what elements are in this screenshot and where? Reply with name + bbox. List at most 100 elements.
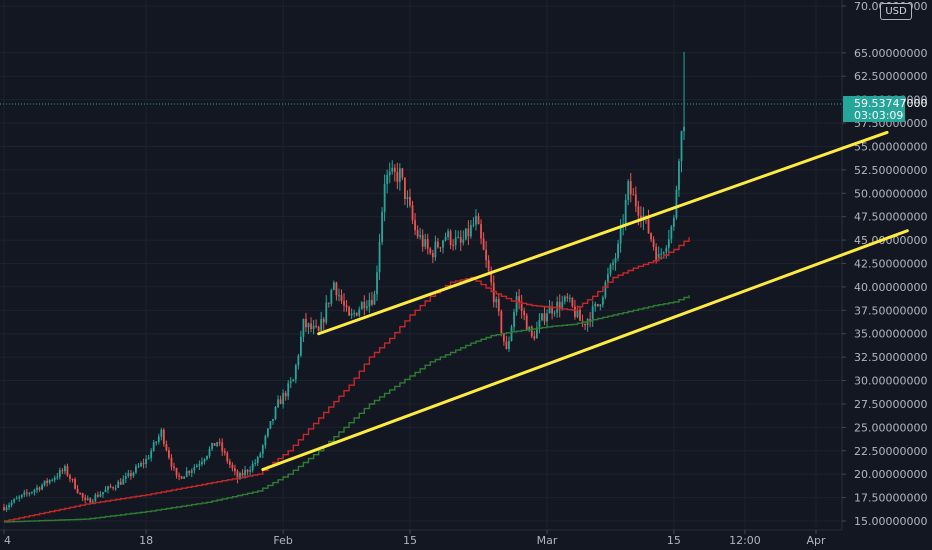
candle-body xyxy=(368,300,371,307)
candle-body xyxy=(576,309,579,318)
candle-body xyxy=(617,243,619,258)
candle-body xyxy=(411,205,414,221)
candle-body xyxy=(502,333,505,342)
candle-body xyxy=(426,239,429,249)
candle-body xyxy=(168,450,170,458)
candle-body xyxy=(467,228,470,237)
candle-body xyxy=(373,294,376,305)
candle-body xyxy=(360,302,363,310)
candle-body xyxy=(175,467,178,476)
candle-body xyxy=(104,489,107,493)
candle-body xyxy=(8,505,10,508)
candle-body xyxy=(553,312,556,314)
candle-body xyxy=(584,323,586,326)
candle-body xyxy=(320,319,323,331)
candle-body xyxy=(71,478,74,480)
candle-body xyxy=(256,457,259,463)
candle-body xyxy=(520,301,523,311)
y-tick-label: 32.50000000 xyxy=(854,351,927,364)
candle-body xyxy=(343,300,345,306)
candle-body xyxy=(267,428,269,437)
candle-body xyxy=(434,241,437,258)
candle-body xyxy=(574,306,576,318)
candle-body xyxy=(64,466,66,472)
candle-body xyxy=(510,326,513,341)
candle-body xyxy=(505,341,508,349)
candle-body xyxy=(330,289,333,304)
y-tick-label: 30.00000000 xyxy=(854,375,927,388)
x-tick-label: 4 xyxy=(4,534,11,547)
candle-body xyxy=(500,311,503,334)
candles xyxy=(3,51,685,512)
candle-body xyxy=(551,306,553,314)
y-tick-label: 27.50000000 xyxy=(854,398,927,411)
trendline-lower[interactable] xyxy=(261,229,909,471)
candle-body xyxy=(157,436,160,442)
candle-body xyxy=(670,226,673,240)
y-tick-label: 22.50000000 xyxy=(854,445,927,458)
candle-body xyxy=(315,325,318,327)
candle-body xyxy=(119,481,122,485)
candle-body xyxy=(667,239,670,248)
candle-body xyxy=(58,470,61,477)
y-tick-label: 42.50000000 xyxy=(854,258,927,271)
candle-body xyxy=(386,175,389,184)
candle-body xyxy=(388,171,391,176)
candle-body xyxy=(208,448,211,456)
candle-body xyxy=(490,271,493,283)
candle-body xyxy=(170,457,173,467)
candle-body xyxy=(317,326,320,331)
y-tick-label: 35.00000000 xyxy=(854,328,927,341)
candle-body xyxy=(680,131,683,162)
candle-body xyxy=(414,220,416,231)
candle-body xyxy=(91,501,94,503)
candle-body xyxy=(251,463,254,471)
y-tick-label: 55.00000000 xyxy=(854,140,927,153)
candle-body xyxy=(203,459,206,462)
candle-body xyxy=(160,429,163,437)
candle-body xyxy=(470,225,472,237)
candle-body xyxy=(259,453,262,458)
candle-body xyxy=(61,470,64,472)
grid xyxy=(0,0,842,530)
trendline-upper[interactable] xyxy=(317,130,889,336)
candle-body xyxy=(487,260,490,272)
candle-body xyxy=(312,325,315,330)
x-tick-label: Mar xyxy=(537,534,558,547)
candle-body xyxy=(568,297,571,299)
candle-body xyxy=(89,498,92,503)
candle-body xyxy=(56,476,59,478)
candle-body xyxy=(381,211,383,243)
currency-button[interactable]: USD xyxy=(880,3,912,20)
candle-body xyxy=(508,340,510,349)
candle-body xyxy=(10,502,13,506)
y-tick-label: 20.00000000 xyxy=(854,468,927,481)
candle-body xyxy=(86,498,89,500)
candle-body xyxy=(495,298,498,303)
candle-body xyxy=(305,318,307,328)
candle-body xyxy=(142,463,145,465)
candle-body xyxy=(604,282,607,298)
candle-body xyxy=(599,304,602,307)
candle-body xyxy=(332,282,335,290)
trendlines[interactable] xyxy=(261,130,909,471)
candle-body xyxy=(299,336,302,356)
candle-body xyxy=(180,476,183,479)
candle-body xyxy=(378,242,381,273)
candle-body xyxy=(601,297,604,305)
candle-body xyxy=(538,319,541,328)
last-price-tag xyxy=(843,95,905,122)
candle-body xyxy=(173,466,175,468)
candle-body xyxy=(594,303,597,307)
y-tick-label: 25.00000000 xyxy=(854,421,927,434)
candle-body xyxy=(563,296,566,302)
candle-body xyxy=(327,302,330,304)
last-price-value: 59.53747000 xyxy=(854,97,927,110)
moving-average-fast xyxy=(4,237,690,522)
candle-body xyxy=(535,327,538,339)
candle-body xyxy=(416,230,419,237)
candle-body xyxy=(51,479,54,481)
candle-body xyxy=(662,252,665,254)
y-tick-label: 17.50000000 xyxy=(854,492,927,505)
